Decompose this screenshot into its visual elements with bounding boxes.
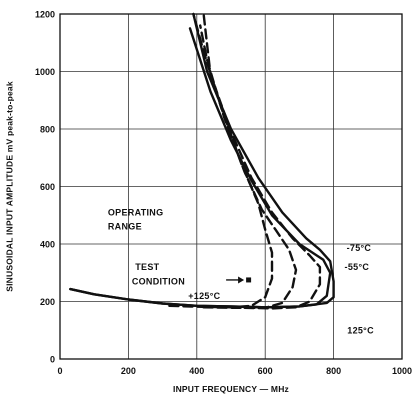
annotation-label: 125°C — [347, 326, 374, 336]
annotation-label: TEST — [135, 262, 159, 272]
annotation-label: CONDITION — [132, 276, 185, 286]
plot-frame — [59, 13, 403, 360]
x-tick-label: 1000 — [392, 366, 412, 376]
series-5-line — [202, 12, 322, 310]
annotation-label: +125°C — [188, 291, 220, 301]
test-condition-marker — [226, 276, 252, 284]
series-3-line — [168, 12, 274, 309]
annotations: OPERATING RANGE TEST CONDITION+125°C -75°C -5… — [108, 207, 374, 335]
x-tick-label: 600 — [258, 366, 273, 376]
series-2-line — [69, 27, 332, 309]
test-arrow-head — [238, 276, 245, 284]
x-tick-label: 800 — [326, 366, 341, 376]
annotation-label: OPERATING — [108, 207, 164, 217]
axis-ticks: 0 200 400 600 800 1000 0 200 400 600 800 1000 1200 — [35, 10, 412, 377]
grid-lines — [60, 14, 402, 359]
y-tick-label: 600 — [40, 182, 55, 192]
annotation-label: -55°C — [345, 262, 370, 272]
series-curves — [69, 12, 335, 310]
series-4-line — [198, 24, 298, 309]
y-tick-label: 1200 — [35, 10, 55, 20]
x-axis-title: INPUT FREQUENCY — MHz — [173, 384, 289, 394]
y-tick-label: 1000 — [35, 67, 55, 77]
series-1-line — [69, 12, 335, 309]
test-point-marker — [246, 277, 252, 283]
y-tick-label: 400 — [40, 240, 55, 250]
x-tick-label: 400 — [189, 366, 204, 376]
y-tick-label: 200 — [40, 297, 55, 307]
annotation-label: RANGE — [108, 222, 142, 232]
annotation-label: -75°C — [347, 243, 372, 253]
y-axis-title: SINUSOIDAL INPUT AMPLITUDE mV peak-to-pe… — [4, 81, 14, 292]
y-tick-label: 800 — [40, 125, 55, 135]
x-tick-label: 200 — [121, 366, 136, 376]
y-tick-label: 0 — [50, 355, 55, 365]
x-tick-label: 0 — [57, 366, 62, 376]
